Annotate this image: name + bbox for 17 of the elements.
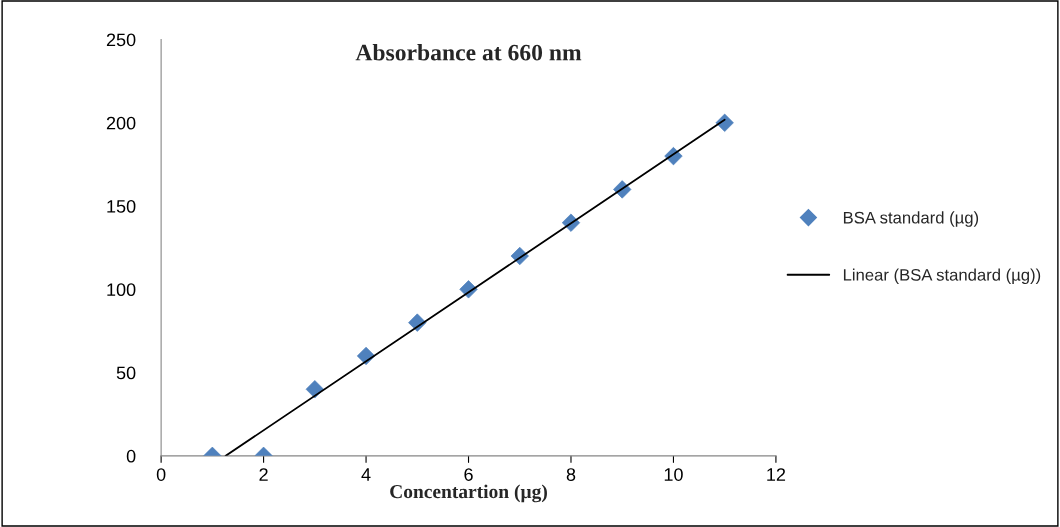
x-tick-label: 6 — [464, 468, 473, 481]
y-tick-label: 250 — [106, 33, 136, 47]
x-tick-label: 10 — [664, 468, 683, 481]
legend-label: BSA standard (µg) — [843, 211, 979, 227]
chart-title: Absorbance at 660 nm — [355, 43, 582, 61]
legend-label: Linear (BSA standard (µg)) — [843, 268, 1041, 285]
x-tick-label: 0 — [156, 468, 166, 481]
x-tick-label: 4 — [361, 468, 371, 481]
x-tick-label: 8 — [566, 468, 576, 481]
y-tick-label: 200 — [106, 116, 136, 130]
y-tick-label: 100 — [107, 283, 136, 297]
x-tick-label: 12 — [767, 468, 786, 481]
x-axis-title: Concentartion (µg) — [390, 484, 547, 503]
y-tick-label: 0 — [126, 449, 136, 463]
y-tick-label: 50 — [116, 366, 136, 380]
x-tick-label: 2 — [259, 468, 268, 481]
y-tick-label: 150 — [107, 199, 136, 213]
